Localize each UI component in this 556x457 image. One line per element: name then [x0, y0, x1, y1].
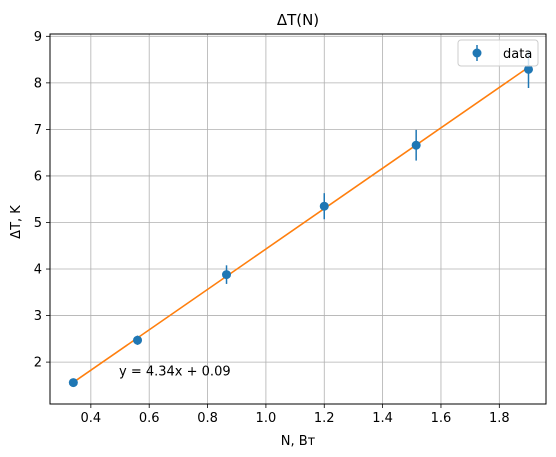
- x-tick-label: 1.0: [256, 411, 277, 426]
- x-tick-label: 1.8: [489, 411, 510, 426]
- data-point: [68, 378, 78, 388]
- x-tick-label: 1.6: [431, 411, 452, 426]
- y-tick-label: 8: [34, 76, 42, 91]
- data-point: [523, 64, 533, 74]
- data-point: [133, 335, 143, 345]
- legend-box: [457, 39, 539, 67]
- x-tick-label: 0.8: [197, 411, 218, 426]
- chart-title: ΔT(N): [277, 11, 319, 29]
- y-tick-label: 6: [34, 169, 42, 184]
- y-axis-label: ΔT, K: [9, 205, 24, 239]
- legend: data: [457, 39, 539, 67]
- y-tick-label: 3: [34, 309, 42, 324]
- fit-line-group: [72, 66, 529, 383]
- y-tick-label: 5: [34, 216, 42, 231]
- legend-marker: [472, 48, 482, 58]
- y-tick-label: 9: [34, 30, 42, 45]
- x-axis-ticks: 0.4 0.6 0.8 1.0 1.2 1.4 1.6 1.8: [81, 404, 510, 426]
- y-tick-label: 4: [34, 263, 42, 278]
- data-point: [411, 140, 421, 150]
- x-axis-label: N, Вт: [281, 434, 316, 449]
- y-tick-label: 7: [34, 123, 42, 138]
- y-tick-label: 2: [34, 356, 42, 371]
- grid: [50, 34, 546, 404]
- data-point: [222, 270, 232, 280]
- x-tick-label: 0.6: [139, 411, 160, 426]
- fit-equation-annotation: y = 4.34x + 0.09: [119, 365, 231, 380]
- x-tick-label: 0.4: [81, 411, 102, 426]
- x-tick-label: 1.4: [372, 411, 393, 426]
- fit-line: [72, 66, 529, 383]
- y-axis-ticks: 2 3 4 5 6 7 8 9: [34, 30, 50, 371]
- data-point: [319, 201, 329, 211]
- legend-label: data: [503, 47, 532, 62]
- data-points: [68, 50, 533, 388]
- plot-frame: [49, 33, 547, 405]
- x-tick-label: 1.2: [314, 411, 335, 426]
